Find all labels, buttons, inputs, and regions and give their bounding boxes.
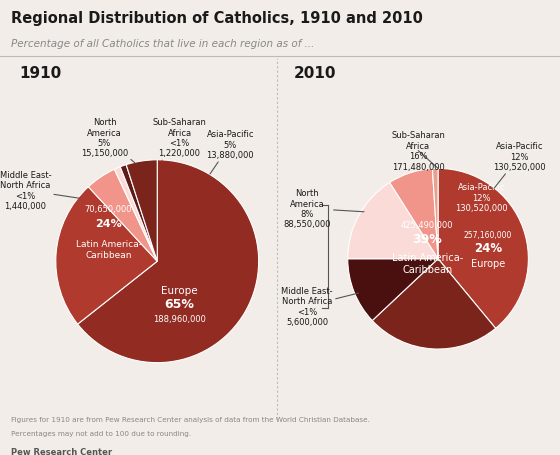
- Wedge shape: [56, 187, 157, 324]
- Wedge shape: [114, 167, 157, 262]
- Wedge shape: [88, 170, 157, 262]
- Wedge shape: [120, 165, 157, 262]
- Wedge shape: [390, 169, 438, 259]
- Text: Sub-Saharan
Africa
<1%
1,220,000: Sub-Saharan Africa <1% 1,220,000: [153, 118, 207, 161]
- Text: 2010: 2010: [294, 66, 337, 81]
- Wedge shape: [432, 169, 438, 259]
- Text: Europe: Europe: [470, 259, 505, 268]
- Text: 425,490,000: 425,490,000: [401, 220, 454, 229]
- Text: 24%: 24%: [474, 242, 502, 255]
- Text: 65%: 65%: [165, 298, 194, 311]
- Text: Middle East-
North Africa
<1%
5,600,000: Middle East- North Africa <1% 5,600,000: [281, 286, 358, 326]
- Text: Latin America-
Caribbean: Latin America- Caribbean: [76, 240, 142, 259]
- Text: Regional Distribution of Catholics, 1910 and 2010: Regional Distribution of Catholics, 1910…: [11, 11, 423, 26]
- Text: Asia-Pacific
12%
130,520,000: Asia-Pacific 12% 130,520,000: [493, 142, 545, 189]
- Text: Pew Research Center: Pew Research Center: [11, 447, 113, 455]
- Text: North
America
8%
88,550,000: North America 8% 88,550,000: [283, 189, 364, 229]
- Text: 1910: 1910: [20, 66, 62, 81]
- Text: 70,650,000: 70,650,000: [85, 205, 132, 213]
- Wedge shape: [348, 183, 438, 259]
- Text: Sub-Saharan
Africa
16%
171,480,000: Sub-Saharan Africa 16% 171,480,000: [391, 131, 445, 171]
- Text: Figures for 1910 are from Pew Research Center analysis of data from the World Ch: Figures for 1910 are from Pew Research C…: [11, 416, 370, 422]
- Wedge shape: [126, 161, 157, 262]
- Text: Percentages may not add to 100 due to rounding.: Percentages may not add to 100 due to ro…: [11, 430, 192, 436]
- Text: Asia-Pacific
5%
13,880,000: Asia-Pacific 5% 13,880,000: [207, 130, 254, 175]
- Text: Middle East-
North Africa
<1%
1,440,000: Middle East- North Africa <1% 1,440,000: [0, 171, 80, 211]
- Text: 257,160,000: 257,160,000: [464, 230, 512, 239]
- Text: Percentage of all Catholics that live in each region as of ...: Percentage of all Catholics that live in…: [11, 39, 315, 49]
- Text: 39%: 39%: [412, 233, 442, 246]
- Text: 188,960,000: 188,960,000: [153, 314, 206, 323]
- Text: 24%: 24%: [95, 218, 122, 228]
- Wedge shape: [438, 169, 529, 329]
- Wedge shape: [78, 161, 259, 363]
- Wedge shape: [372, 259, 496, 349]
- Text: North
America
5%
15,150,000: North America 5% 15,150,000: [81, 118, 135, 163]
- Text: Latin America-
Caribbean: Latin America- Caribbean: [391, 253, 463, 274]
- Text: Europe: Europe: [161, 285, 198, 295]
- Wedge shape: [348, 259, 438, 321]
- Text: Asia-Pacific
12%
130,520,000: Asia-Pacific 12% 130,520,000: [455, 183, 508, 213]
